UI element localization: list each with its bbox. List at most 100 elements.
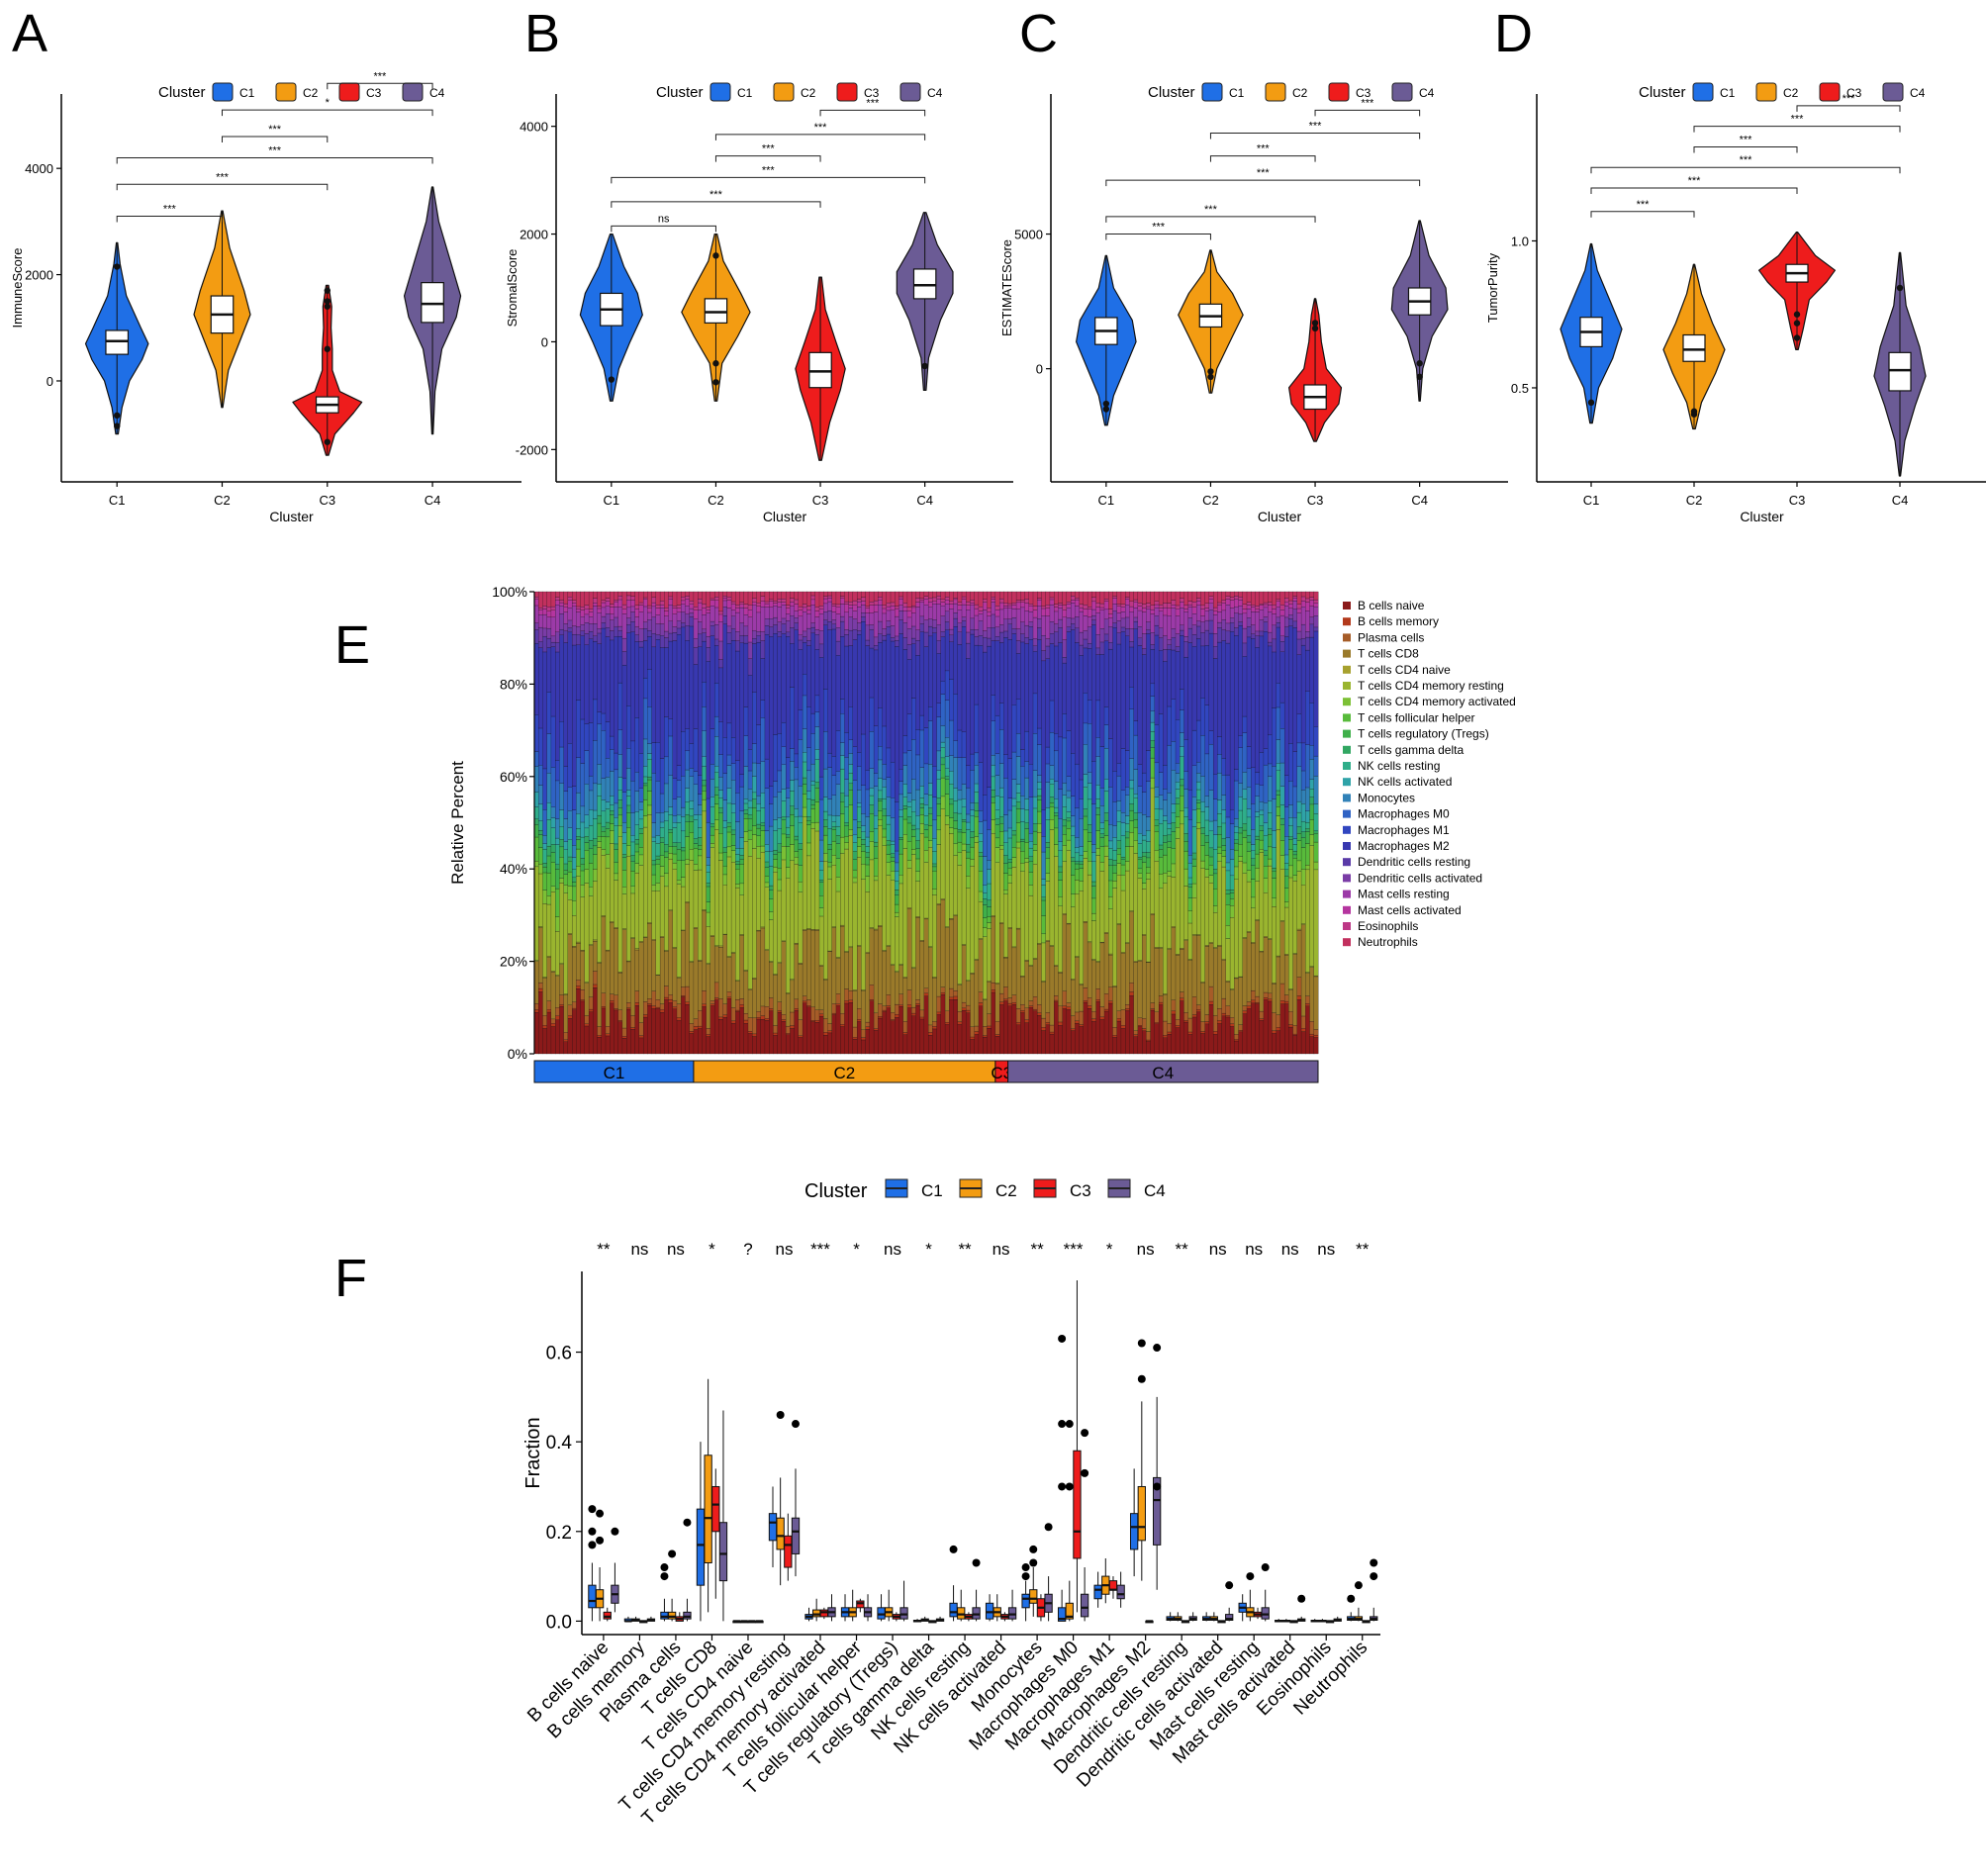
stacked-segment <box>698 1028 703 1055</box>
stacked-segment <box>983 936 988 1000</box>
stacked-segment <box>1075 1020 1081 1024</box>
stacked-segment <box>752 834 757 849</box>
stacked-segment <box>932 627 938 633</box>
stacked-segment <box>1234 1034 1239 1040</box>
stacked-segment <box>1112 1037 1118 1055</box>
stacked-segment <box>702 608 708 615</box>
stacked-segment <box>709 1005 715 1055</box>
stacked-segment <box>785 620 791 633</box>
stacked-segment <box>890 1012 896 1020</box>
stacked-segment <box>747 770 753 790</box>
stacked-segment <box>1099 1019 1105 1055</box>
stacked-segment <box>1305 602 1310 611</box>
stacked-segment <box>790 687 796 749</box>
stacked-segment <box>601 1007 607 1055</box>
stacked-segment <box>689 1023 695 1032</box>
stacked-segment <box>550 591 556 608</box>
stacked-segment <box>1146 633 1152 751</box>
stacked-segment <box>949 918 954 989</box>
stacked-segment <box>1183 841 1189 852</box>
outlier-point <box>324 298 331 305</box>
legend-label: T cells CD8 <box>1358 647 1419 661</box>
stacked-segment <box>895 894 899 905</box>
stacked-segment <box>764 950 770 1007</box>
stacked-segment <box>1163 994 1168 1022</box>
stacked-segment <box>571 882 577 888</box>
stacked-segment <box>1103 618 1109 635</box>
stacked-segment <box>1221 845 1227 851</box>
stacked-segment <box>940 777 946 797</box>
stacked-segment <box>601 916 607 993</box>
stacked-segment <box>1300 869 1306 886</box>
stacked-segment <box>739 786 745 811</box>
stacked-segment <box>878 1017 883 1055</box>
stacked-segment <box>567 934 573 1005</box>
stacked-segment <box>878 790 883 799</box>
stacked-segment <box>966 851 971 859</box>
box-c1 <box>696 1508 706 1586</box>
stacked-segment <box>718 812 724 834</box>
stacked-segment <box>852 842 858 852</box>
stacked-segment <box>1255 920 1261 997</box>
stacked-segment <box>806 820 811 825</box>
stacked-segment <box>852 882 858 990</box>
stacked-segment <box>1221 619 1227 630</box>
stacked-segment <box>998 631 1004 643</box>
stacked-segment <box>1246 617 1252 627</box>
stacked-segment <box>642 815 648 828</box>
stacked-segment <box>869 629 875 649</box>
stacked-segment <box>756 591 762 604</box>
stacked-segment <box>831 775 837 796</box>
stacked-segment <box>718 721 724 755</box>
stacked-segment <box>1141 1018 1147 1029</box>
stacked-segment <box>1163 842 1168 856</box>
stacked-segment <box>852 819 858 836</box>
y-tick-label: 20% <box>500 954 527 970</box>
stacked-segment <box>614 1008 619 1011</box>
stacked-segment <box>1015 793 1021 802</box>
stacked-segment <box>546 1011 552 1055</box>
stacked-segment <box>898 596 904 600</box>
stacked-segment <box>555 600 560 606</box>
stacked-segment <box>944 670 950 701</box>
stacked-segment <box>1288 608 1294 615</box>
stacked-segment <box>1112 881 1118 889</box>
stacked-segment <box>1075 893 1081 957</box>
stacked-segment <box>1028 764 1034 797</box>
stacked-segment <box>563 623 569 631</box>
stacked-segment <box>785 605 791 609</box>
stacked-segment <box>1066 1009 1072 1055</box>
stacked-segment <box>580 864 586 872</box>
stacked-segment <box>1225 925 1231 939</box>
stacked-segment <box>702 791 708 800</box>
x-axis-title: Cluster <box>269 509 314 524</box>
stacked-segment <box>764 607 770 619</box>
stacked-segment <box>840 615 845 622</box>
stacked-segment <box>1208 1004 1214 1055</box>
stacked-segment <box>790 805 796 815</box>
stacked-segment <box>1305 972 1310 974</box>
stacked-segment <box>1292 786 1298 818</box>
stacked-segment <box>1103 845 1109 857</box>
stacked-segment <box>1125 831 1130 839</box>
stacked-segment <box>580 763 586 807</box>
legend-swatch-c1 <box>212 82 234 102</box>
stacked-segment <box>823 591 828 597</box>
stacked-segment <box>814 591 820 608</box>
stacked-segment <box>630 740 636 782</box>
stacked-segment <box>1154 604 1160 609</box>
stacked-segment <box>1238 1030 1244 1033</box>
outlier-point <box>1311 325 1319 332</box>
stacked-segment <box>848 706 854 740</box>
y-tick-label: 5000 <box>1014 228 1043 242</box>
stacked-segment <box>647 591 653 607</box>
stacked-segment <box>1003 998 1009 1001</box>
stacked-segment <box>676 605 682 609</box>
stacked-segment <box>895 871 899 882</box>
stacked-segment <box>1272 609 1277 614</box>
stacked-segment <box>983 630 988 638</box>
stacked-segment <box>1175 719 1181 764</box>
stacked-segment <box>584 836 590 843</box>
stacked-segment <box>1167 871 1173 877</box>
